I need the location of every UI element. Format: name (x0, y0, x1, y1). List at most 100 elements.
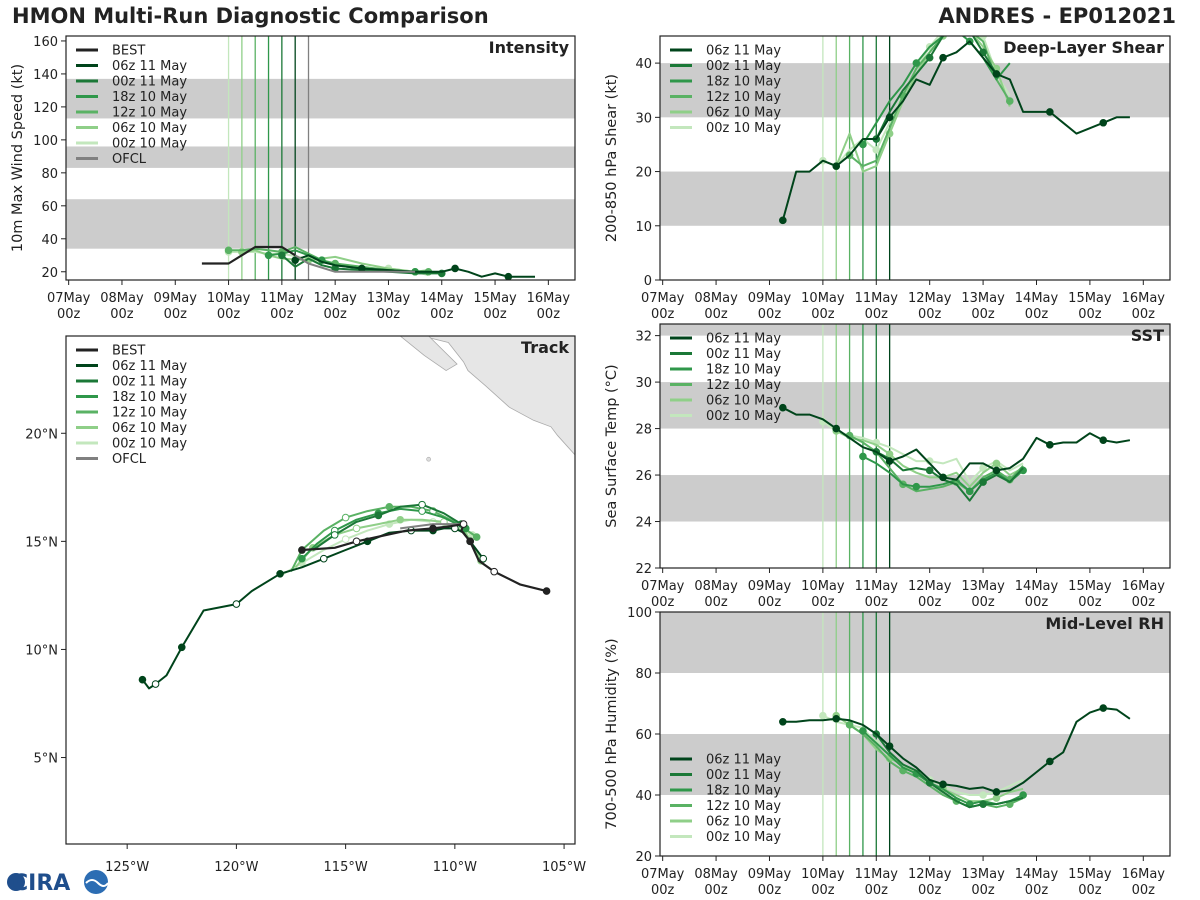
data-point (992, 466, 1001, 475)
series-line (201, 245, 296, 265)
legend-label: 00z 10 May (112, 137, 187, 152)
x-tick-label: 14May (420, 291, 464, 306)
cira-logo: CIRA (7, 870, 109, 896)
island (426, 456, 431, 462)
x-tick-label: 00z (758, 883, 782, 898)
legend-label: 18z 10 May (112, 90, 187, 105)
y-tick-label: 140 (33, 68, 58, 83)
x-tick-label: 14May (1015, 579, 1059, 594)
legend-label: 12z 10 May (706, 90, 781, 105)
legend-label: 06z 10 May (706, 815, 781, 830)
axes-frame (659, 323, 1171, 569)
legend-label: 00z 11 May (112, 75, 187, 90)
x-tick-label: 15May (473, 291, 517, 306)
legend-label: 06z 10 May (112, 421, 187, 436)
data-point (418, 500, 426, 509)
axes-frame (65, 335, 576, 845)
x-tick-label: 10May (207, 291, 251, 306)
data-point (859, 727, 867, 735)
y-tick-label: 28 (635, 423, 652, 438)
x-tick-label: 00z (57, 307, 81, 322)
data-point (352, 524, 361, 533)
x-tick-label: 105°W (542, 860, 586, 875)
legend-label: 00z 11 May (706, 768, 781, 783)
panel-title: Deep-Layer Shear (1003, 38, 1164, 57)
x-tick-label: 08May (694, 867, 738, 882)
x-tick-label: 07May (47, 291, 91, 306)
x-tick-label: 120°W (214, 860, 258, 875)
data-point (385, 502, 394, 511)
panel-title: Mid-Level RH (1045, 614, 1164, 633)
data-point (224, 246, 233, 255)
x-tick-label: 08May (100, 291, 144, 306)
y-tick-label: 10°N (25, 643, 58, 658)
y-tick-label: 20°N (25, 427, 58, 442)
sst-plot-area (660, 324, 1170, 568)
x-tick-label: 00z (811, 595, 835, 610)
data-point (832, 162, 841, 170)
x-tick-label: 00z (865, 883, 889, 898)
data-point (330, 531, 339, 539)
data-point (1099, 436, 1108, 444)
x-tick-label: 10May (801, 291, 845, 306)
data-point (429, 524, 437, 533)
series-line (875, 36, 998, 140)
data-point (832, 714, 841, 723)
x-tick-label: 07May (641, 867, 685, 882)
x-tick-label: 00z (971, 595, 995, 610)
x-tick-label: 00z (483, 307, 507, 322)
series-line (294, 254, 535, 278)
y-tick-label: 32 (635, 330, 652, 345)
x-tick-label: 00z (1132, 883, 1156, 898)
data-point (979, 791, 987, 799)
data-point (885, 742, 894, 751)
legend-label: 00z 10 May (706, 121, 781, 136)
figure-title: HMON Multi-Run Diagnostic Comparison (12, 4, 489, 28)
y-tick-label: 120 (33, 101, 58, 116)
x-tick-label: 00z (811, 307, 835, 322)
x-tick-label: 14May (1015, 291, 1059, 306)
data-point (451, 264, 459, 273)
logo-globe-icon (7, 873, 25, 891)
x-tick-label: 09May (154, 291, 198, 306)
data-point (1005, 97, 1014, 105)
x-tick-label: 00z (164, 307, 188, 322)
y-tick-label: 22 (635, 562, 652, 577)
x-tick-label: 13May (961, 579, 1005, 594)
data-point (832, 424, 841, 433)
x-tick-label: 00z (270, 307, 294, 322)
series-line (875, 733, 1024, 809)
data-point (1099, 118, 1108, 127)
y-tick-label: 60 (635, 728, 652, 743)
series-line (782, 406, 1131, 481)
y-axis-label: Sea Surface Temp (°C) (604, 364, 620, 527)
data-point (396, 515, 405, 524)
legend-label: OFCL (112, 152, 147, 167)
x-tick-label: 00z (1025, 595, 1049, 610)
data-point (992, 70, 1001, 78)
intensity-panel: 2040608010012014016007May00z08May00z09Ma… (10, 35, 576, 322)
data-point (925, 53, 934, 62)
data-point (151, 680, 160, 688)
series-line (141, 527, 485, 690)
x-tick-label: 00z (430, 307, 454, 322)
data-point (358, 264, 366, 273)
data-point (374, 511, 383, 520)
legend-label: 18z 10 May (706, 784, 781, 799)
series-line (782, 707, 1131, 793)
data-point (232, 600, 241, 608)
y-tick-label: 20 (635, 166, 652, 181)
intensity-plot-area (66, 36, 575, 280)
data-point (264, 251, 273, 260)
data-point (472, 533, 481, 541)
series-line (849, 724, 1024, 809)
x-tick-label: 09May (748, 291, 792, 306)
x-tick-label: 08May (694, 291, 738, 306)
panel-title: Track (521, 338, 569, 357)
x-tick-label: 00z (217, 307, 241, 322)
x-tick-label: 00z (1025, 883, 1049, 898)
data-point (939, 473, 947, 482)
x-tick-label: 00z (377, 307, 401, 322)
data-point (885, 450, 894, 458)
